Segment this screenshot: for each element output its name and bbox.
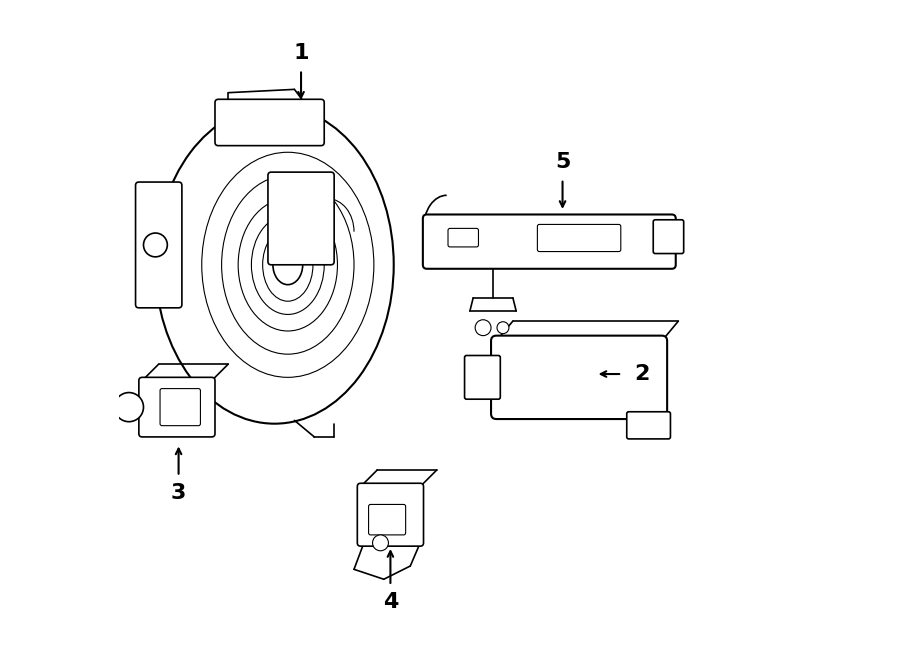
- FancyBboxPatch shape: [653, 220, 684, 254]
- Circle shape: [143, 233, 167, 257]
- Ellipse shape: [273, 245, 302, 285]
- Circle shape: [114, 393, 143, 422]
- FancyBboxPatch shape: [626, 412, 670, 439]
- Circle shape: [497, 322, 508, 334]
- Text: 1: 1: [293, 43, 309, 63]
- FancyBboxPatch shape: [491, 336, 667, 419]
- Circle shape: [475, 320, 491, 336]
- FancyBboxPatch shape: [268, 172, 334, 265]
- Text: 4: 4: [382, 592, 398, 612]
- Text: 2: 2: [634, 364, 650, 384]
- FancyBboxPatch shape: [357, 483, 424, 546]
- FancyBboxPatch shape: [136, 182, 182, 308]
- Text: 3: 3: [171, 483, 186, 503]
- FancyBboxPatch shape: [423, 214, 676, 269]
- Circle shape: [373, 535, 389, 551]
- Text: 5: 5: [555, 152, 571, 172]
- FancyBboxPatch shape: [139, 377, 215, 437]
- FancyBboxPatch shape: [215, 99, 324, 146]
- FancyBboxPatch shape: [464, 355, 500, 399]
